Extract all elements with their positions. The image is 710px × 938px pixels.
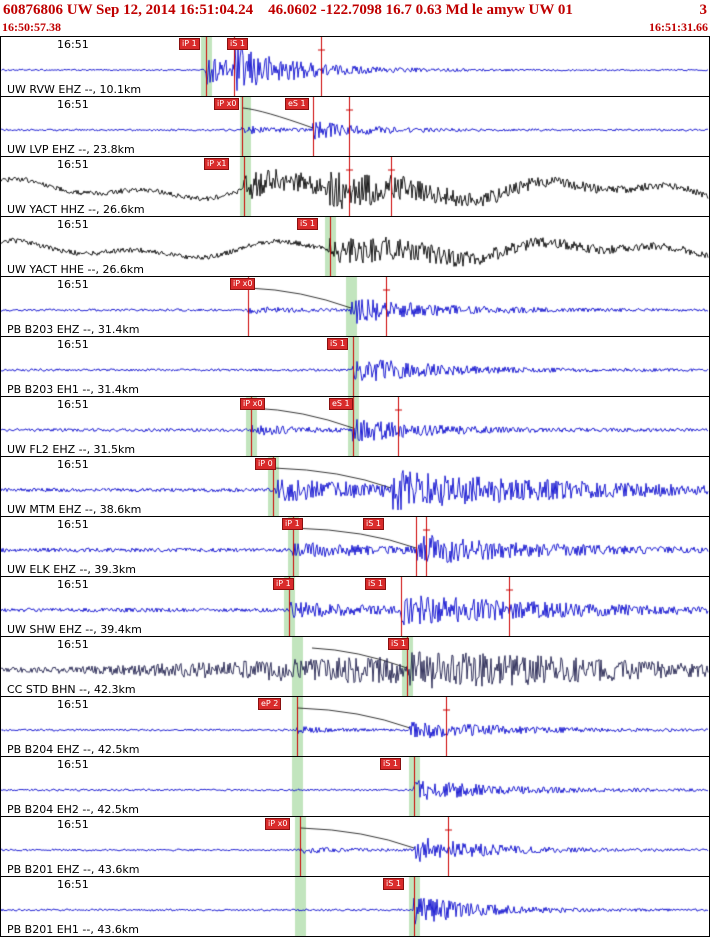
phase-pick-flag[interactable]: iS 1 [365, 578, 386, 590]
waveform-canvas[interactable] [1, 877, 709, 936]
phase-pick-flag[interactable]: eS 1 [329, 398, 353, 410]
phase-pick-flag[interactable]: eS 1 [285, 98, 309, 110]
row-time-label: 16:51 [57, 98, 89, 111]
row-time-label: 16:51 [57, 158, 89, 171]
waveform-canvas[interactable] [1, 697, 709, 756]
station-label: UW LVP EHZ --, 23.8km [7, 143, 135, 156]
trace-row[interactable]: 16:51 PB B204 EHZ --, 42.5km eP 2 [1, 697, 709, 757]
waveform-canvas[interactable] [1, 637, 709, 696]
window-start-time: 16:50:57.38 [2, 20, 61, 34]
event-header: 60876806 UW Sep 12, 2014 16:51:04.24 46.… [0, 0, 710, 20]
row-time-label: 16:51 [57, 578, 89, 591]
waveform-canvas[interactable] [1, 37, 709, 96]
station-label: PB B201 EHZ --, 43.6km [7, 863, 140, 876]
phase-pick-flag[interactable]: iP 1 [273, 578, 294, 590]
event-summary: 60876806 UW Sep 12, 2014 16:51:04.24 46.… [3, 2, 573, 18]
row-time-label: 16:51 [57, 398, 89, 411]
row-time-label: 16:51 [57, 698, 89, 711]
trace-row[interactable]: 16:51 PB B203 EHZ --, 31.4km iP x0 [1, 277, 709, 337]
phase-pick-flag[interactable]: iP x0 [265, 818, 291, 830]
trace-row[interactable]: 16:51 UW RVW EHZ --, 10.1km iP 1 iS 1 [1, 37, 709, 97]
phase-pick-flag[interactable]: eP 2 [258, 698, 282, 710]
row-time-label: 16:51 [57, 638, 89, 651]
station-label: UW FL2 EHZ --, 31.5km [7, 443, 136, 456]
station-label: UW MTM EHZ --, 38.6km [7, 503, 142, 516]
station-label: UW ELK EHZ --, 39.3km [7, 563, 136, 576]
phase-pick-flag[interactable]: iP x0 [214, 98, 240, 110]
station-label: PB B204 EHZ --, 42.5km [7, 743, 140, 756]
station-label: PB B201 EH1 --, 43.6km [7, 923, 139, 936]
row-time-label: 16:51 [57, 338, 89, 351]
station-label: UW RVW EHZ --, 10.1km [7, 83, 142, 96]
trace-row[interactable]: 16:51 UW YACT HHZ --, 26.6km iP x1 [1, 157, 709, 217]
trace-row[interactable]: 16:51 UW LVP EHZ --, 23.8km iP x0 eS 1 [1, 97, 709, 157]
trace-row[interactable]: 16:51 UW FL2 EHZ --, 31.5km iP x0 eS 1 [1, 397, 709, 457]
trace-row[interactable]: 16:51 PB B201 EHZ --, 43.6km iP x0 [1, 817, 709, 877]
waveform-canvas[interactable] [1, 457, 709, 516]
row-time-label: 16:51 [57, 818, 89, 831]
phase-pick-flag[interactable]: iP 1 [282, 518, 303, 530]
row-time-label: 16:51 [57, 218, 89, 231]
phase-pick-flag[interactable]: iP 1 [179, 38, 200, 50]
phase-pick-flag[interactable]: iS 1 [383, 878, 404, 890]
row-time-label: 16:51 [57, 758, 89, 771]
phase-pick-flag[interactable]: iS 1 [297, 218, 318, 230]
phase-pick-flag[interactable]: iP x0 [240, 398, 266, 410]
station-label: UW YACT HHZ --, 26.6km [7, 203, 145, 216]
phase-pick-flag[interactable]: iP 0 [255, 458, 276, 470]
station-label: PB B203 EHZ --, 31.4km [7, 323, 140, 336]
trace-row[interactable]: 16:51 UW MTM EHZ --, 38.6km iP 0 [1, 457, 709, 517]
row-time-label: 16:51 [57, 458, 89, 471]
phase-pick-flag[interactable]: iS 1 [227, 38, 248, 50]
trace-row[interactable]: 16:51 PB B201 EH1 --, 43.6km iS 1 [1, 877, 709, 937]
window-end-time: 16:51:31.66 [649, 20, 708, 34]
station-label: UW SHW EHZ --, 39.4km [7, 623, 142, 636]
station-label: PB B204 EH2 --, 42.5km [7, 803, 139, 816]
trace-row[interactable]: 16:51 UW ELK EHZ --, 39.3km iP 1 iS 1 [1, 517, 709, 577]
station-label: UW YACT HHE --, 26.6km [7, 263, 145, 276]
waveform-canvas[interactable] [1, 817, 709, 876]
waveform-canvas[interactable] [1, 517, 709, 576]
waveform-canvas[interactable] [1, 97, 709, 156]
waveform-canvas[interactable] [1, 757, 709, 816]
trace-row[interactable]: 16:51 CC STD BHN --, 42.3km iS 1 [1, 637, 709, 697]
phase-pick-flag[interactable]: iP x0 [230, 278, 256, 290]
phase-pick-flag[interactable]: iP x1 [204, 158, 230, 170]
waveform-canvas[interactable] [1, 397, 709, 456]
station-label: CC STD BHN --, 42.3km [7, 683, 136, 696]
row-time-label: 16:51 [57, 878, 89, 891]
time-range-bar: 16:50:57.38 16:51:31.66 [0, 20, 710, 36]
trace-row[interactable]: 16:51 UW YACT HHE --, 26.6km iS 1 [1, 217, 709, 277]
phase-pick-flag[interactable]: iS 1 [327, 338, 348, 350]
waveform-canvas[interactable] [1, 217, 709, 276]
trace-row[interactable]: 16:51 UW SHW EHZ --, 39.4km iP 1 iS 1 [1, 577, 709, 637]
phase-pick-flag[interactable]: iS 1 [388, 638, 409, 650]
waveform-canvas[interactable] [1, 157, 709, 216]
trace-row[interactable]: 16:51 PB B203 EH1 --, 31.4km iS 1 [1, 337, 709, 397]
trace-area: 16:51 UW RVW EHZ --, 10.1km iP 1 iS 1 16:51 U… [0, 36, 710, 937]
phase-pick-flag[interactable]: iS 1 [363, 518, 384, 530]
row-time-label: 16:51 [57, 278, 89, 291]
row-time-label: 16:51 [57, 518, 89, 531]
page-indicator: 3 [699, 2, 708, 18]
station-label: PB B203 EH1 --, 31.4km [7, 383, 139, 396]
waveform-canvas[interactable] [1, 277, 709, 336]
row-time-label: 16:51 [57, 38, 89, 51]
trace-row[interactable]: 16:51 PB B204 EH2 --, 42.5km iS 1 [1, 757, 709, 817]
waveform-canvas[interactable] [1, 337, 709, 396]
phase-pick-flag[interactable]: iS 1 [380, 758, 401, 770]
waveform-canvas[interactable] [1, 577, 709, 636]
